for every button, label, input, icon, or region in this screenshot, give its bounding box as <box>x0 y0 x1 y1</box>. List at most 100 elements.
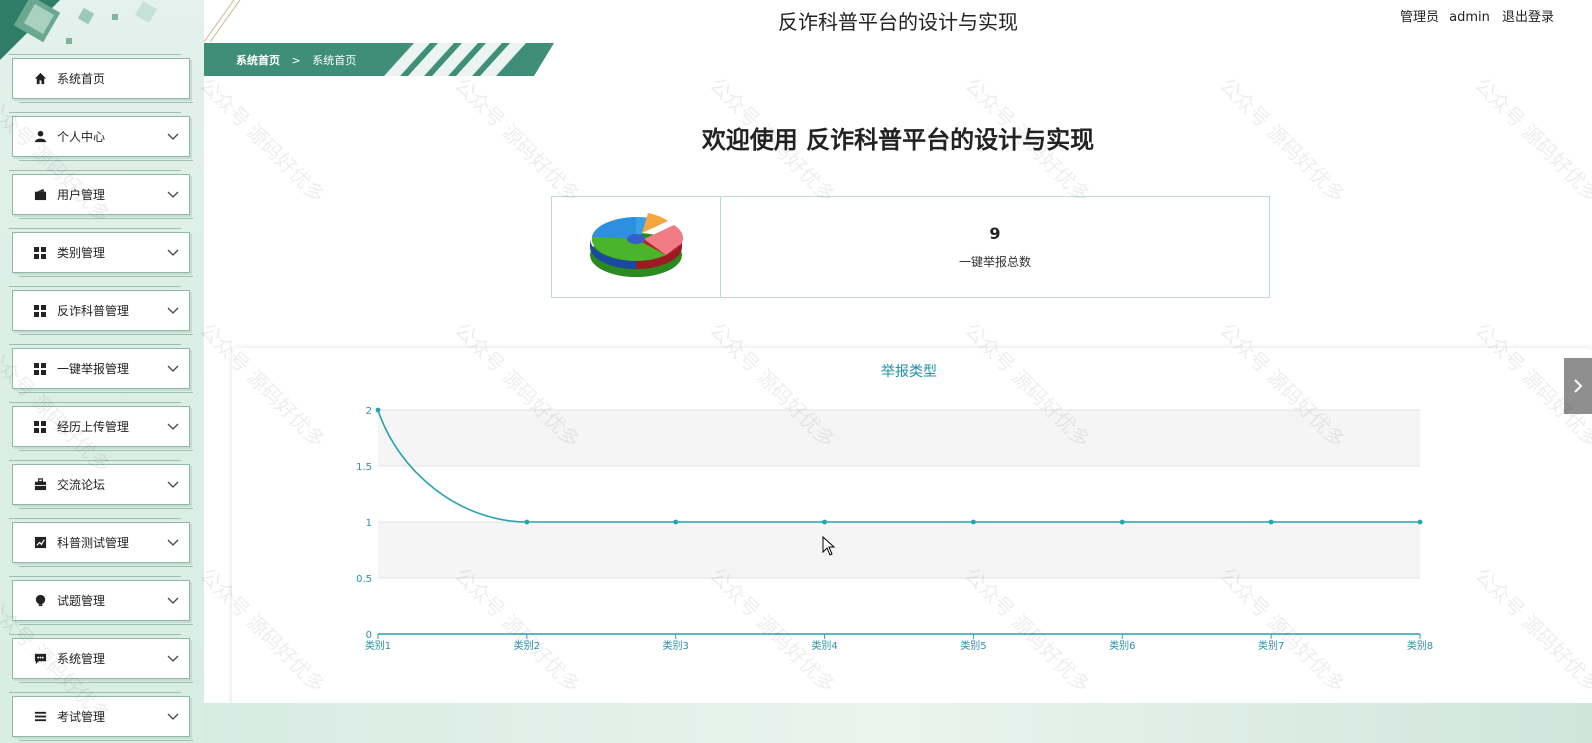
sidebar: 系统首页个人中心用户管理类别管理反诈科普管理 一键举报管理 经历上传管理 交流论坛科普… <box>0 0 204 743</box>
report-stat-card: 9 一键举报总数 <box>551 196 1270 298</box>
sidebar-item-label: 个人中心 <box>57 130 106 144</box>
chevron-down-icon[interactable] <box>165 651 181 667</box>
person-icon <box>33 130 47 144</box>
breadcrumb-text: 系统首页 > 系统首页 <box>236 52 356 68</box>
sidebar-item-label: 考试管理 <box>57 710 106 724</box>
chevron-down-icon[interactable] <box>165 477 181 493</box>
x-tick-label: 类别1 <box>365 639 391 652</box>
sidebar-item-label: 系统首页 <box>57 72 106 86</box>
stat-value: 9 <box>989 224 1001 243</box>
chevron-down-icon[interactable] <box>165 187 181 203</box>
welcome-heading: 欢迎使用 反诈科普平台的设计与实现 <box>701 126 1095 154</box>
y-tick-label: 1 <box>366 518 372 529</box>
sidebar-item-label: 交流论坛 <box>57 478 106 492</box>
data-point <box>375 407 381 413</box>
list-icon <box>33 710 47 724</box>
data-point <box>1268 519 1274 525</box>
sidebar-item-label: 反诈科普管理 <box>57 304 130 318</box>
stat-label: 一键举报总数 <box>958 255 1031 269</box>
grid-band <box>378 522 1420 578</box>
report-type-chart-panel: 举报类型 0 0.5 1 1.5 2 类别1 类别2 类别3 类别4 类别5 类别6 类别7 类别8 <box>232 348 1592 720</box>
message-icon <box>33 652 47 666</box>
mouse-cursor-icon <box>822 536 836 556</box>
chevron-down-icon[interactable] <box>165 535 181 551</box>
top-header: 反诈科普平台的设计与实现 管理员 admin 退出登录 <box>204 0 1592 42</box>
grid-icon <box>33 304 47 318</box>
sidebar-item-9[interactable]: 试题管理 <box>9 576 193 625</box>
chevron-right-icon <box>1574 379 1583 393</box>
sidebar-item-10[interactable]: 系统管理 <box>9 634 193 683</box>
grid-band <box>378 410 1420 466</box>
sidebar-item-11[interactable]: 考试管理 <box>9 692 193 741</box>
line-chart: 举报类型 0 0.5 1 1.5 2 类别1 类别2 类别3 类别4 类别5 类别6 类别7 类别8 <box>356 364 1433 652</box>
breadcrumb-separator: > <box>291 54 301 67</box>
chevron-down-icon[interactable] <box>165 129 181 145</box>
grid-icon <box>33 246 47 260</box>
sidebar-item-1[interactable]: 个人中心 <box>9 112 193 161</box>
y-tick-label: 2 <box>366 406 372 417</box>
x-tick-label: 类别8 <box>1407 639 1433 652</box>
chart-title: 举报类型 <box>881 364 937 380</box>
x-tick-label: 类别6 <box>1109 639 1135 652</box>
sidebar-item-3[interactable]: 类别管理 <box>9 228 193 277</box>
sidebar-item-label: 一键举报管理 <box>57 362 130 376</box>
sidebar-menu: 系统首页个人中心用户管理类别管理反诈科普管理 一键举报管理 经历上传管理 交流论坛科普… <box>9 54 193 743</box>
x-tick-label: 类别5 <box>960 639 986 652</box>
data-point <box>673 519 679 525</box>
sidebar-item-label: 用户管理 <box>57 188 106 202</box>
sidebar-item-7[interactable]: 交流论坛 <box>9 460 193 509</box>
data-point <box>971 519 976 525</box>
sidebar-item-label: 试题管理 <box>57 594 106 608</box>
sidebar-item-0[interactable]: 系统首页 <box>9 54 193 103</box>
sidebar-item-label: 经历上传管理 <box>57 420 130 434</box>
breadcrumb-background <box>204 43 554 76</box>
sidebar-item-label: 类别管理 <box>57 246 106 260</box>
y-tick-label: 1.5 <box>356 462 372 473</box>
data-point <box>822 519 827 525</box>
data-point <box>1119 519 1125 525</box>
breadcrumb: 系统首页 > 系统首页 <box>204 43 554 76</box>
chevron-down-icon[interactable] <box>165 593 181 609</box>
chevron-down-icon[interactable] <box>165 303 181 319</box>
chevron-down-icon[interactable] <box>165 709 181 725</box>
breadcrumb-item-home[interactable]: 系统首页 <box>236 54 280 67</box>
sidebar-item-5[interactable]: 一键举报管理 <box>9 344 193 393</box>
breadcrumb-item-current: 系统首页 <box>312 54 357 67</box>
x-tick-label: 类别2 <box>514 639 540 652</box>
data-point <box>1417 519 1423 525</box>
logout-link[interactable]: 退出登录 <box>1501 10 1554 25</box>
chevron-down-icon[interactable] <box>165 419 181 435</box>
grid-icon <box>33 362 47 376</box>
sidebar-item-2[interactable]: 用户管理 <box>9 170 193 219</box>
stat-icon-cell <box>552 197 721 297</box>
home-icon <box>33 72 47 86</box>
chevron-down-icon[interactable] <box>165 245 181 261</box>
bulb-icon <box>33 594 47 608</box>
data-point <box>524 519 530 525</box>
chart-icon <box>33 536 47 550</box>
sidebar-item-label: 科普测试管理 <box>57 536 130 550</box>
sidebar-item-4[interactable]: 反诈科普管理 <box>9 286 193 335</box>
header-decoration <box>204 0 241 42</box>
x-tick-label: 类别3 <box>663 639 689 652</box>
wallet-icon <box>33 188 47 202</box>
sidebar-item-6[interactable]: 经历上传管理 <box>9 402 193 451</box>
pie-chart-icon <box>590 213 684 277</box>
y-tick-label: 0 <box>366 630 372 641</box>
sidebar-decoration <box>0 0 157 60</box>
x-tick-label: 类别7 <box>1258 639 1284 652</box>
side-expand-tab[interactable] <box>1564 358 1592 414</box>
y-tick-label: 0.5 <box>356 574 372 585</box>
username: admin <box>1449 10 1490 25</box>
user-area: 管理员 admin 退出登录 <box>1394 6 1554 25</box>
bottom-decoration <box>204 703 1592 743</box>
sidebar-item-8[interactable]: 科普测试管理 <box>9 518 193 567</box>
chevron-down-icon[interactable] <box>165 361 181 377</box>
briefcase-icon <box>33 478 47 492</box>
app-title: 反诈科普平台的设计与实现 <box>778 10 1018 34</box>
stat-info: 9 一键举报总数 <box>721 197 1269 297</box>
x-tick-label: 类别4 <box>811 639 837 652</box>
role-label: 管理员 <box>1399 10 1439 25</box>
grid-icon <box>33 420 47 434</box>
sidebar-item-label: 系统管理 <box>57 652 106 666</box>
